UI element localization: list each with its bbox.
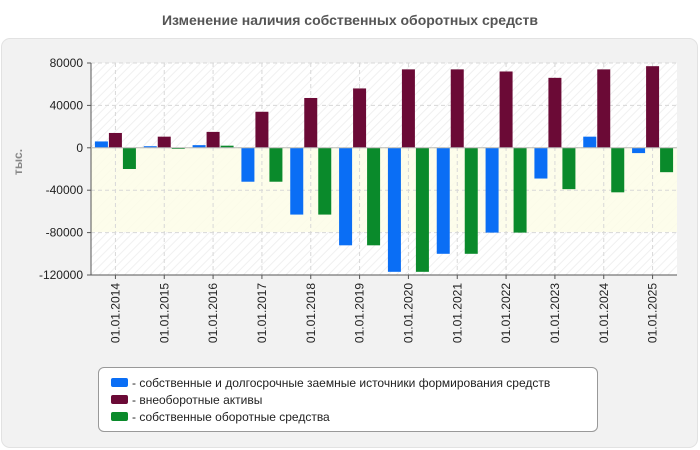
bar <box>513 147 527 233</box>
legend-label-working-capital: - собственные оборотные средства <box>132 409 330 424</box>
bar <box>436 147 450 254</box>
bar <box>485 147 499 233</box>
legend-swatch-noncurrent-assets <box>111 395 128 404</box>
x-tick-label: 01.01.2018 <box>304 283 318 343</box>
bar <box>269 147 283 182</box>
bar <box>339 147 353 246</box>
x-tick-label: 01.01.2016 <box>206 283 220 343</box>
bar <box>415 147 429 272</box>
bars <box>94 66 674 272</box>
bar <box>108 132 122 148</box>
x-tick-label: 01.01.2025 <box>646 283 660 343</box>
y-tick-labels: 80000 40000 0 -40000 -80000 -120000 <box>39 56 83 282</box>
bar <box>171 147 185 149</box>
x-tick-label: 01.01.2019 <box>353 283 367 343</box>
bar <box>464 147 478 254</box>
bar <box>562 147 576 190</box>
bar <box>597 69 611 148</box>
legend-item-noncurrent-assets: - внеоборотные активы <box>111 391 597 408</box>
bar <box>499 71 513 148</box>
bar <box>94 141 108 148</box>
bar <box>646 66 660 148</box>
bar <box>387 147 401 272</box>
x-tick-labels: 01.01.2014 01.01.2015 01.01.2016 01.01.2017… <box>108 283 659 343</box>
x-tick-label: 01.01.2015 <box>157 283 171 343</box>
x-tick-label: 01.01.2023 <box>548 283 562 343</box>
bar <box>304 97 318 148</box>
y-tick-label: 0 <box>76 141 83 155</box>
bar <box>611 147 625 193</box>
bar <box>122 147 136 169</box>
bar <box>353 88 367 148</box>
y-axis-label: тыс. <box>11 149 25 175</box>
bar <box>534 147 548 179</box>
bar <box>220 145 234 148</box>
y-tick-label: -40000 <box>46 183 84 197</box>
bar <box>157 136 171 148</box>
bar <box>632 147 646 154</box>
bar <box>548 77 562 148</box>
legend: - собственные и долгосрочные заемные ист… <box>98 367 598 432</box>
y-tick-label: 80000 <box>50 56 84 70</box>
chart-title: Изменение наличия собственных оборотных … <box>161 12 539 28</box>
bar <box>290 147 304 215</box>
x-tick-label: 01.01.2021 <box>450 283 464 343</box>
x-tick-label: 01.01.2020 <box>401 283 415 343</box>
plot-highlight-band <box>91 147 677 232</box>
legend-label-sources: - собственные и долгосрочные заемные ист… <box>132 375 551 390</box>
bar <box>401 69 415 148</box>
legend-item-sources: - собственные и долгосрочные заемные ист… <box>111 374 597 391</box>
axes <box>87 62 677 279</box>
bar <box>367 147 381 246</box>
legend-swatch-working-capital <box>111 412 128 421</box>
bar <box>660 147 674 173</box>
y-tick-label: 40000 <box>50 98 84 112</box>
x-tick-label: 01.01.2024 <box>597 283 611 343</box>
legend-label-noncurrent-assets: - внеоборотные активы <box>132 392 263 407</box>
bar <box>143 146 157 148</box>
bar <box>583 136 597 148</box>
legend-item-working-capital: - собственные оборотные средства <box>111 408 597 425</box>
y-tick-label: -120000 <box>39 268 83 282</box>
legend-swatch-sources <box>111 378 128 387</box>
y-tick-label: -80000 <box>46 226 84 240</box>
bar <box>241 147 255 182</box>
bar <box>318 147 332 215</box>
bar <box>255 111 269 148</box>
bar <box>192 145 206 148</box>
bar <box>206 131 220 148</box>
x-tick-label: 01.01.2017 <box>255 283 269 343</box>
x-tick-label: 01.01.2014 <box>108 283 122 343</box>
x-tick-label: 01.01.2022 <box>499 283 513 343</box>
bar <box>450 69 464 148</box>
